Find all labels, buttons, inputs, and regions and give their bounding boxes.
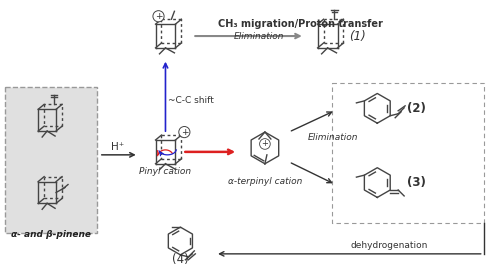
Text: +: + [262, 139, 268, 148]
Text: Elimination: Elimination [308, 133, 358, 142]
Text: α-terpinyl cation: α-terpinyl cation [228, 177, 302, 186]
Text: +: + [180, 128, 188, 137]
Text: (1): (1) [350, 30, 366, 43]
FancyBboxPatch shape [332, 83, 484, 223]
Text: α- and β-pinene: α- and β-pinene [12, 230, 92, 239]
Text: (4): (4) [172, 253, 189, 266]
Text: +: + [155, 12, 162, 21]
FancyBboxPatch shape [6, 87, 97, 233]
Text: Elimination: Elimination [234, 32, 284, 41]
Text: ~C-C shift: ~C-C shift [168, 96, 214, 105]
Text: (2): (2) [407, 102, 426, 115]
Text: Pinyl cation: Pinyl cation [140, 167, 192, 176]
Text: dehydrogenation: dehydrogenation [350, 241, 428, 250]
Text: (3): (3) [407, 176, 426, 189]
Text: CH₃ migration/Proton transfer: CH₃ migration/Proton transfer [218, 19, 383, 29]
Text: H⁺: H⁺ [111, 142, 124, 152]
